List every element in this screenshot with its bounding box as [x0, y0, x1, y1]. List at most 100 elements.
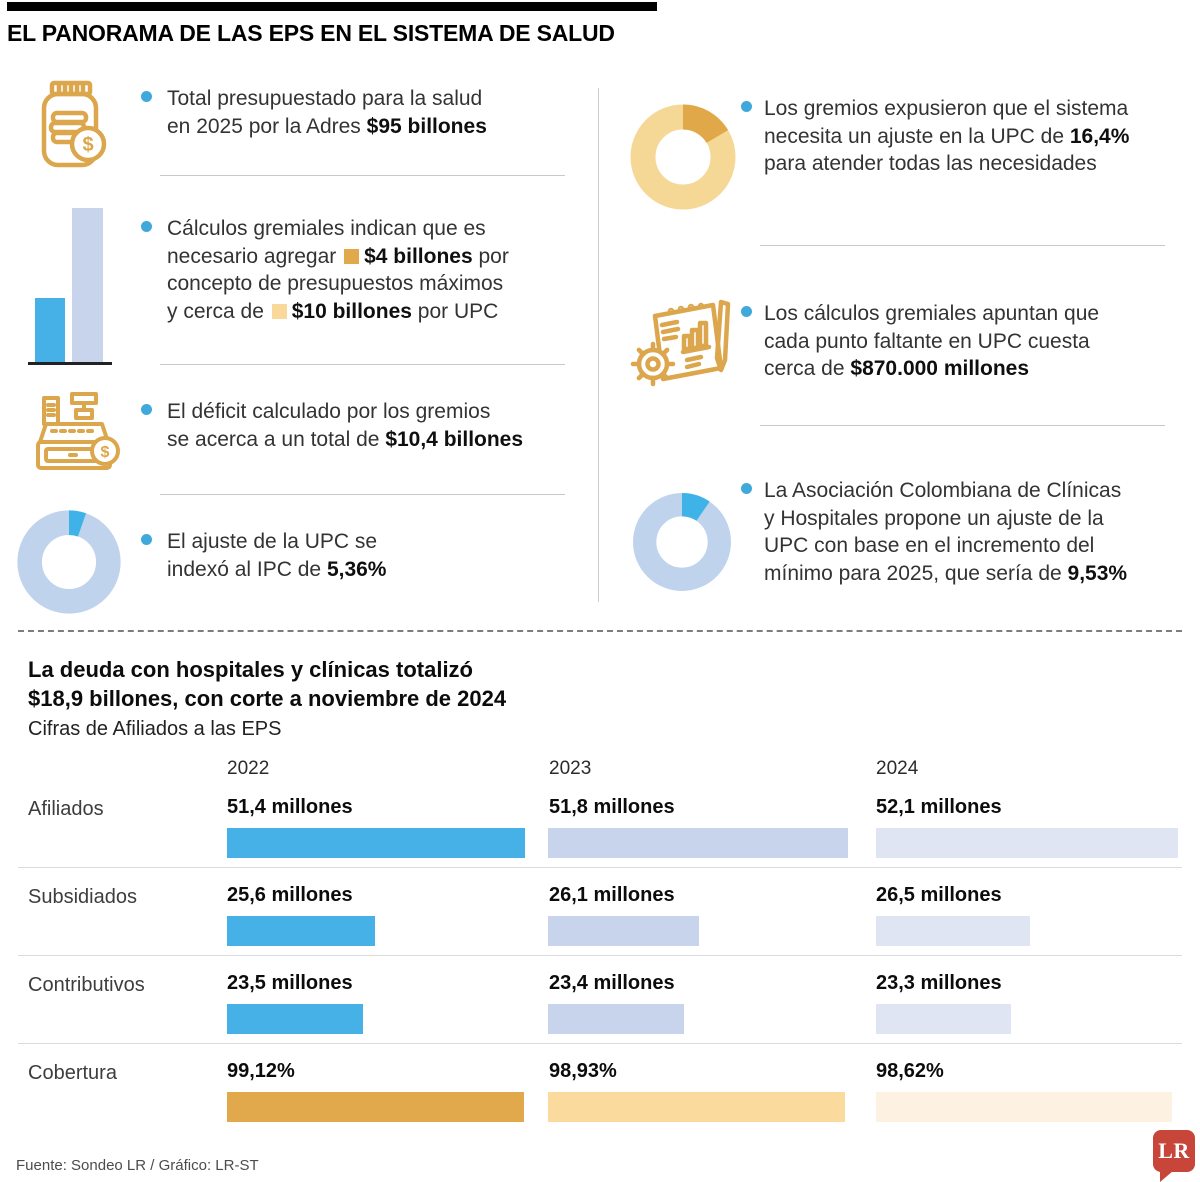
bullet-gremios-calculos: Cálculos gremiales indican que es necesar… — [167, 215, 587, 325]
bullet-text-segment: y cerca de — [167, 299, 270, 323]
bullet-text-segment: se acerca a un total de — [167, 427, 386, 451]
bar — [876, 916, 1030, 946]
bullet-ajuste-ipc: El ajuste de la UPC se indexó al IPC de 5… — [167, 528, 587, 583]
highlight-value: $4 billones — [364, 244, 473, 268]
legend-square-icon — [344, 248, 360, 264]
svg-text:$: $ — [82, 134, 93, 156]
bullet-deficit: El déficit calculado por los gremios se a… — [167, 398, 587, 453]
bullet-text-segment: indexó al IPC de — [167, 557, 327, 581]
row-separator — [18, 955, 1182, 956]
row-label: Contributivos — [28, 974, 145, 996]
bar — [227, 916, 375, 946]
legend-square-icon — [271, 303, 287, 319]
bullet-text-segment: por — [472, 244, 509, 268]
report-gear-icon — [625, 290, 735, 392]
bullet-text-segment: Cálculos gremiales indican que es — [167, 217, 486, 240]
bullet-dot — [741, 101, 752, 112]
bullet-text-segment: El ajuste de la UPC se — [167, 530, 378, 553]
bar — [548, 828, 848, 858]
bullet-text-segment: UPC con base en el incremento del — [764, 534, 1095, 557]
bullet-dot — [141, 404, 152, 415]
cell-value: 23,3 millones — [876, 972, 1002, 994]
bar-4-billones — [35, 298, 65, 362]
bullet-dot — [741, 483, 752, 494]
cell-value: 26,1 millones — [549, 884, 675, 906]
cell-value: 98,62% — [876, 1060, 944, 1082]
column-year-header: 2024 — [876, 758, 919, 779]
highlight-value: $10,4 billones — [385, 427, 524, 451]
highlight-value: 5,36% — [326, 557, 387, 581]
highlight-value: $870.000 millones — [850, 357, 1030, 380]
cell-value: 25,6 millones — [227, 884, 353, 906]
bar — [876, 828, 1178, 858]
table-subtitle: Cifras de Afiliados a las EPS — [28, 718, 282, 740]
bar-10-billones — [72, 208, 103, 362]
bullet-punto-upc: Los cálculos gremiales apuntan que cada p… — [764, 300, 1184, 383]
cell-value: 98,93% — [549, 1060, 617, 1082]
bullet-dot — [141, 91, 152, 102]
column-year-header: 2022 — [227, 758, 270, 779]
dashed-divider — [18, 630, 1182, 632]
bar — [876, 1092, 1172, 1122]
svg-text:$: $ — [101, 444, 110, 461]
bullet-text-segment: cada punto faltante en UPC cuesta — [764, 329, 1090, 353]
bullet-text-segment: Los gremios expusieron que el sistema — [764, 97, 1129, 120]
separator-line — [160, 364, 565, 365]
highlight-value: $95 billones — [366, 114, 487, 138]
debt-heading: La deuda con hospitales y clínicas total… — [28, 657, 507, 711]
bullet-achc-propuesta: La Asociación Colombiana de Clínicas y Ho… — [764, 477, 1184, 587]
cell-value: 26,5 millones — [876, 884, 1002, 906]
bar — [227, 1092, 524, 1122]
row-separator — [18, 867, 1182, 868]
bullet-ajuste-gremios: Los gremios expusieron que el sistema nec… — [764, 95, 1184, 178]
top-black-bar — [7, 2, 657, 11]
bullet-budget-total: Total presupuestado para la salud en 2025… — [167, 85, 587, 140]
page-title: EL PANORAMA DE LAS EPS EN EL SISTEMA DE … — [7, 20, 615, 46]
separator-line — [160, 494, 565, 495]
bar — [548, 1004, 684, 1034]
bar — [227, 1004, 363, 1034]
bullet-text-segment: necesita un ajuste en la UPC de — [764, 124, 1070, 148]
bullet-dot — [141, 221, 152, 232]
bullet-text-segment: mínimo para 2025, que sería de — [764, 561, 1068, 585]
bullet-text-segment: La Asociación Colombiana de Clínicas — [764, 479, 1122, 502]
cell-value: 51,8 millones — [549, 796, 675, 818]
row-separator — [18, 1043, 1182, 1044]
bullet-text-segment: Los cálculos gremiales apuntan que — [764, 302, 1100, 325]
highlight-value: 16,4% — [1069, 124, 1130, 148]
bar — [548, 916, 699, 946]
bullet-dot — [741, 306, 752, 317]
cell-value: 23,5 millones — [227, 972, 353, 994]
lr-logo: LR — [1153, 1130, 1195, 1182]
column-year-header: 2023 — [549, 758, 592, 779]
bar-chart-icon — [28, 205, 112, 365]
cell-value: 99,12% — [227, 1060, 295, 1082]
bar — [548, 1092, 845, 1122]
column-divider — [598, 88, 599, 602]
row-label: Subsidiados — [28, 886, 137, 908]
bullet-text-segment: concepto de presupuestos máximos — [167, 272, 504, 295]
donut-chart-icon — [623, 97, 743, 217]
separator-line — [160, 175, 565, 176]
bullet-dot — [141, 534, 152, 545]
bullet-text-segment: en 2025 por la Adres — [167, 114, 367, 138]
donut-chart-icon — [10, 503, 128, 621]
bar — [876, 1004, 1011, 1034]
bullet-text-segment: El déficit calculado por los gremios — [167, 400, 491, 423]
bullet-text-segment: necesario agregar — [167, 244, 343, 268]
source-credit: Fuente: Sondeo LR / Gráfico: LR-ST — [16, 1157, 259, 1174]
lr-logo-text: LR — [1158, 1138, 1190, 1163]
separator-line — [760, 245, 1165, 246]
highlight-value: $10 billones — [291, 299, 412, 323]
cell-value: 52,1 millones — [876, 796, 1002, 818]
row-label: Cobertura — [28, 1062, 117, 1084]
cell-value: 23,4 millones — [549, 972, 675, 994]
bullet-text-segment: cerca de — [764, 357, 851, 380]
bullet-text-segment: y Hospitales propone un ajuste de la — [764, 506, 1104, 530]
row-label: Afiliados — [28, 798, 104, 820]
bar — [227, 828, 525, 858]
bullet-text-segment: Total presupuestado para la salud — [167, 87, 483, 110]
bullet-text-segment: por UPC — [411, 299, 499, 323]
cash-register-icon: $ — [30, 390, 120, 485]
